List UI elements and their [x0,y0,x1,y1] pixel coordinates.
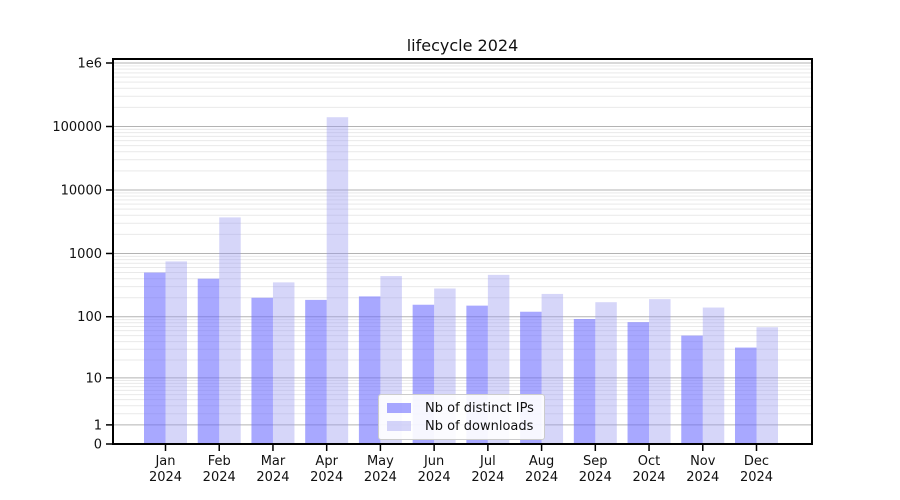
x-tick-label-year-oct: 2024 [632,470,665,485]
y-tick-label-1: 1 [94,418,102,433]
bar-dec-downloads [756,327,778,444]
x-tick-label-year-jan: 2024 [149,470,182,485]
legend-label: Nb of downloads [425,418,534,434]
x-tick-label-month-feb: Feb [208,454,231,469]
legend-entry-downloads: Nb of downloads [385,417,538,435]
bar-jan-downloads [165,261,187,444]
bar-nov-distinct-ips [681,335,703,444]
y-tick-label-0: 0 [94,438,102,453]
bar-may-distinct-ips [358,296,381,444]
x-tick-label-year-sep: 2024 [579,470,612,485]
bar-jan-distinct-ips [144,272,166,444]
bar-apr-distinct-ips [305,299,327,444]
bar-sep-downloads [595,302,617,444]
x-tick-label-year-feb: 2024 [203,470,236,485]
x-tick-label-month-sep: Sep [583,454,608,469]
x-tick-label-year-apr: 2024 [310,470,343,485]
chart-title: lifecycle 2024 [406,36,519,55]
plot-frame [112,58,813,445]
bar-apr-downloads [326,117,349,444]
x-tick-label-year-dec: 2024 [740,470,773,485]
bar-oct-downloads [649,299,671,444]
bar-nov-downloads [702,307,725,444]
y-tick-label-100000: 100000 [52,120,102,135]
y-tick-label-100: 100 [77,310,102,325]
x-tick-label-month-jun: Jun [423,454,444,469]
bar-feb-downloads [219,217,241,444]
x-tick-label-year-jul: 2024 [471,470,504,485]
y-tick-label-10: 10 [85,371,102,386]
x-tick-label-month-aug: Aug [529,454,554,469]
x-tick-label-month-jan: Jan [154,454,175,469]
x-tick-label-year-jun: 2024 [418,470,451,485]
legend-entry-distinct-ips: Nb of distinct IPs [385,399,538,417]
legend-swatch-downloads [387,421,411,431]
x-tick-label-month-mar: Mar [261,454,286,469]
x-tick-label-year-mar: 2024 [256,470,289,485]
bar-dec-distinct-ips [734,347,757,444]
y-tick-label-1000: 1000 [69,247,102,262]
x-tick-label-month-nov: Nov [690,454,716,469]
x-tick-label-month-oct: Oct [638,454,660,469]
legend-label: Nb of distinct IPs [425,400,534,416]
bar-sep-distinct-ips [573,319,596,444]
bar-mar-distinct-ips [251,297,273,444]
legend: Nb of distinct IPs Nb of downloads [378,394,545,440]
x-tick-label-month-apr: Apr [315,454,338,469]
x-tick-label-month-dec: Dec [744,454,769,469]
bar-feb-distinct-ips [197,278,220,444]
x-tick-label-year-aug: 2024 [525,470,558,485]
x-tick-label-year-may: 2024 [364,470,397,485]
y-tick-label-1e6: 1e6 [77,56,102,71]
bar-aug-downloads [541,293,564,444]
x-tick-label-month-jul: Jul [479,454,496,469]
x-tick-label-month-may: May [367,454,394,469]
y-tick-label-10000: 10000 [61,183,102,198]
bar-oct-distinct-ips [627,322,650,444]
bar-mar-downloads [272,282,295,444]
x-tick-label-year-nov: 2024 [686,470,719,485]
legend-swatch-distinct-ips [387,403,411,413]
